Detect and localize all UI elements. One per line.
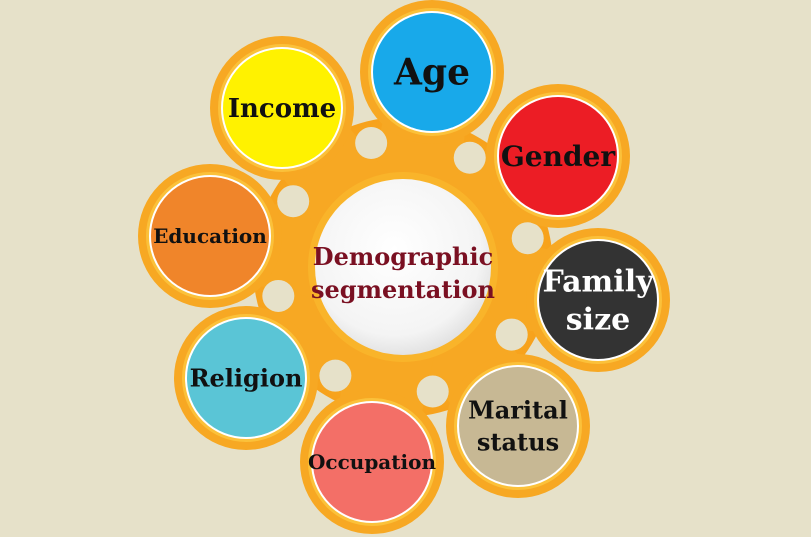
node-occupation: Occupation — [300, 390, 444, 534]
node-gender-circle — [497, 95, 619, 217]
node-age-label-1: Age — [393, 52, 470, 94]
node-marital-status-circle — [457, 365, 579, 487]
hub-gap-1 — [511, 222, 544, 255]
node-occupation-label-1: Occupation — [308, 450, 436, 474]
hub-gap-3 — [416, 375, 449, 408]
hub-gap-0 — [453, 141, 486, 174]
node-family-size-label-1: Family — [542, 265, 655, 300]
node-income: Income — [210, 36, 354, 180]
node-education-label-1: Education — [153, 224, 267, 248]
node-education-circle — [149, 175, 271, 297]
node-gender: Gender — [486, 84, 630, 228]
node-religion-label-1: Religion — [190, 363, 303, 392]
node-gender-label-1: Gender — [501, 140, 616, 173]
center-circle — [315, 179, 491, 355]
hub-gap-7 — [355, 127, 388, 160]
node-occupation-circle — [311, 401, 433, 523]
hub-gap-4 — [319, 359, 352, 392]
node-religion-circle — [185, 317, 307, 439]
node-income-circle — [221, 47, 343, 169]
node-religion: Religion — [174, 306, 318, 450]
node-family-size-label-2: size — [566, 303, 630, 338]
node-age-circle — [371, 11, 493, 133]
node-age: Age — [360, 0, 504, 144]
node-marital-status-label-1: Marital — [468, 395, 568, 424]
node-family-size-circle — [537, 239, 659, 361]
center-title-line1: Demographic — [313, 242, 493, 271]
center-layer: Demographic segmentation — [308, 172, 498, 362]
node-education: Education — [138, 164, 282, 308]
center-title-line2: segmentation — [311, 275, 495, 304]
hub-gap-2 — [495, 318, 528, 351]
hub-gap-6 — [277, 185, 310, 218]
hub-gap-5 — [262, 279, 295, 312]
node-marital-status: Marital status — [446, 354, 590, 498]
node-income-label-1: Income — [228, 94, 336, 124]
node-marital-status-label-2: status — [477, 427, 559, 456]
